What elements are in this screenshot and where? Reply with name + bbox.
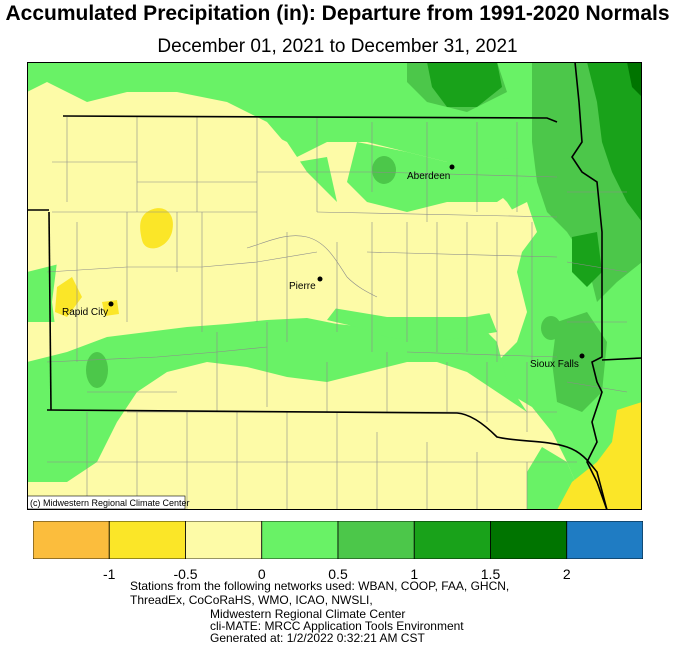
legend-swatch	[490, 521, 568, 559]
legend-tick-label: 1.5	[480, 566, 501, 582]
legend-tick-label: 0.5	[328, 566, 348, 582]
city-marker-dot	[317, 276, 323, 282]
legend-tick-label: -1	[103, 566, 116, 582]
city-pierre: Pierre	[289, 276, 323, 292]
color-legend	[33, 521, 643, 559]
map-title: Accumulated Precipitation (in): Departur…	[5, 2, 670, 25]
map-frame	[27, 62, 642, 510]
state-boundaries	[27, 62, 642, 510]
county-lines	[46, 117, 628, 510]
footer-center-name: Midwestern Regional Climate Center	[210, 607, 406, 621]
legend-swatch	[185, 521, 263, 559]
legend-swatch	[566, 521, 643, 559]
city-marker-dot	[108, 301, 114, 307]
departure-zone-near-normal	[52, 112, 642, 510]
city-marker-dot	[579, 353, 585, 359]
departure-zone-0.5-to-1	[86, 62, 642, 412]
footer-networks-line1: Stations from the following networks use…	[130, 579, 510, 593]
legend-swatch	[337, 521, 415, 559]
city-label-sioux-falls: Sioux Falls	[530, 359, 579, 370]
footer-networks-line2: ThreadEx, CoCoRaHS, WMO, ICAO, NWSLI,	[130, 593, 373, 607]
legend-tick-label: 1	[410, 566, 419, 582]
city-label-aberdeen: Aberdeen	[407, 171, 450, 182]
legend-tick-label: 2	[562, 566, 571, 582]
copyright-text: (c) Midwestern Regional Climate Center	[30, 498, 190, 508]
legend-swatch	[33, 521, 110, 559]
city-rapid-city: Rapid City	[62, 301, 114, 318]
city-label-pierre: Pierre	[289, 281, 316, 292]
footer-generated-time: Generated at: 1/2/2022 0:32:21 AM CST	[210, 631, 425, 645]
map-subtitle: December 01, 2021 to December 31, 2021	[157, 36, 518, 57]
footer-climate-tool: cli-MATE: MRCC Application Tools Environ…	[210, 619, 464, 633]
departure-zone-1-to-1.5	[427, 62, 642, 287]
city-aberdeen: Aberdeen	[407, 164, 455, 182]
legend-tick-label: -0.5	[173, 566, 198, 582]
city-sioux-falls: Sioux Falls	[530, 353, 585, 370]
precipitation-map: Aberdeen Pierre Rapid City Sioux Falls (…	[27, 62, 642, 510]
departure-zone-minus-0.5-to-minus-1	[55, 208, 642, 510]
legend-swatch	[261, 521, 339, 559]
legend-swatch	[108, 521, 186, 559]
legend-tick-label: 0	[257, 566, 266, 582]
city-label-rapid-city: Rapid City	[62, 307, 108, 318]
city-marker-dot	[449, 164, 455, 170]
departure-zone-1.5-to-2	[627, 62, 642, 97]
legend-swatch	[413, 521, 491, 559]
